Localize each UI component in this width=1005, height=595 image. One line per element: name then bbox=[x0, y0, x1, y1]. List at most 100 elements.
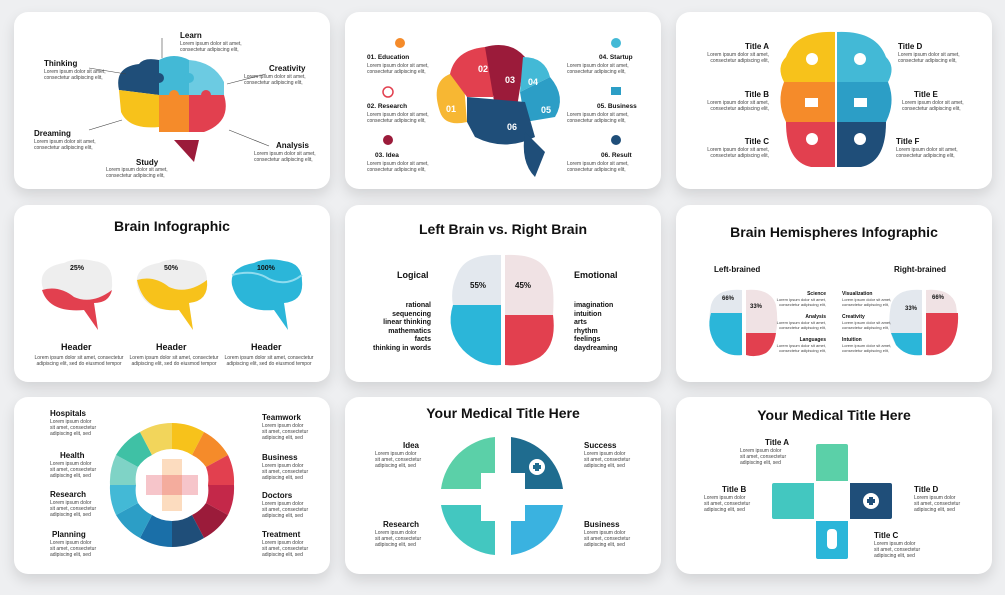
topic-creativity: Creativity bbox=[842, 314, 865, 320]
brain-num-04: 04 bbox=[528, 77, 539, 87]
lorem-line: Lorem ipsum dolor bbox=[50, 540, 92, 546]
left-list-item: thinking in words bbox=[373, 344, 431, 352]
lorem-line: Lorem ipsum dolor bbox=[50, 461, 92, 467]
lorem-line: adipiscing elit, sed do eiusmod tempor bbox=[226, 361, 312, 367]
lorem-line: Lorem ipsum dolor bbox=[262, 423, 304, 429]
card9-title: Your Medical Title Here bbox=[757, 407, 911, 423]
desc-idea: Lorem ipsum dolor sit amet, consectetur a… bbox=[367, 161, 429, 173]
desc-learn: Lorem ipsum dolor sit amet, consectetur a… bbox=[180, 41, 242, 53]
slide-brain-infographic[interactable]: Brain Infographic 25% 50% 100% Header He… bbox=[14, 205, 330, 382]
desc-creativity: Lorem ipsum dolor sit amet, consectetur a… bbox=[842, 320, 891, 330]
right-list: imagination intuition arts rhythm feelin… bbox=[574, 302, 618, 353]
desc-business-2: Lorem ipsum dolor sit amet, consectetur ad… bbox=[584, 530, 630, 548]
lorem-line: consectetur adipiscing elit, bbox=[44, 75, 103, 81]
desc-visualization: Lorem ipsum dolor sit amet, consectetur a… bbox=[842, 297, 891, 307]
cross-title-b: Title B bbox=[722, 485, 747, 494]
topic-analysis: Analysis bbox=[805, 314, 826, 320]
lorem-line: Lorem ipsum dolor sit amet, bbox=[367, 112, 429, 118]
left-list-item: rational bbox=[405, 302, 431, 309]
left-list-item: linear thinking bbox=[383, 319, 431, 326]
brain-desc-2: Lorem ipsum dolor sit amet, consectetur a… bbox=[129, 355, 219, 367]
left-brained-label: Left-brained bbox=[714, 265, 761, 274]
lorem-line: Lorem ipsum dolor bbox=[584, 451, 626, 457]
slide-titles-brain[interactable]: Title A Lorem ipsum dolor sit amet, conse… bbox=[676, 12, 992, 189]
desc-science: Lorem ipsum dolor sit amet, consectetur a… bbox=[776, 297, 826, 307]
lorem-line: Lorem ipsum dolor sit amet, bbox=[707, 147, 769, 153]
brain-num-02: 02 bbox=[478, 64, 489, 74]
brain-desc-1: Lorem ipsum dolor sit amet, consectetur a… bbox=[34, 355, 124, 367]
brain-header-2: Header bbox=[156, 342, 187, 352]
lorem-line: Lorem ipsum dolor sit amet, bbox=[842, 343, 892, 348]
lorem-line: adipiscing elit, sed bbox=[874, 553, 915, 559]
lorem-line: adipiscing elit, sed bbox=[50, 431, 91, 437]
item-business: 05. Business bbox=[597, 103, 637, 110]
desc-title-d: Lorem ipsum dolor sit amet, consectetur a… bbox=[898, 52, 960, 64]
lorem-line: Lorem ipsum dolor sit amet, bbox=[842, 320, 892, 325]
label-health: Health bbox=[60, 451, 85, 460]
lorem-line: adipiscing elit, sed do eiusmod tempor bbox=[36, 361, 122, 367]
lorem-line: consectetur adipiscing elit, bbox=[710, 58, 769, 64]
lorem-line: adipiscing elit, sed bbox=[914, 507, 955, 513]
item-idea: 03. Idea bbox=[375, 152, 399, 159]
lorem-line: Lorem ipsum dolor bbox=[375, 451, 417, 457]
lorem-line: Lorem ipsum dolor sit amet, bbox=[902, 100, 964, 106]
lorem-line: Lorem ipsum dolor sit amet, consectetur bbox=[224, 355, 314, 361]
lorem-line: adipiscing elit, sed bbox=[375, 542, 416, 548]
lorem-line: adipiscing elit, sed bbox=[262, 475, 303, 481]
lorem-line: sit amet, consectetur bbox=[375, 536, 422, 542]
left-pct-2: 33% bbox=[750, 304, 763, 310]
desc-dreaming: Lorem ipsum dolor sit amet, consectetur a… bbox=[34, 139, 96, 151]
slide-puzzle-brain[interactable]: Learn Lorem ipsum dolor sit amet, consect… bbox=[14, 12, 330, 189]
cross-title-d: Title D bbox=[914, 485, 939, 494]
hemispheres-graphic bbox=[709, 289, 959, 357]
lorem-line: Lorem ipsum dolor sit amet, bbox=[842, 297, 892, 302]
label-dreaming: Dreaming bbox=[34, 129, 71, 138]
brain-header-3: Header bbox=[251, 342, 282, 352]
left-pct-1: 66% bbox=[722, 296, 735, 302]
label-hospitals: Hospitals bbox=[50, 409, 87, 418]
slide-medical-cross-titles[interactable]: Your Medical Title Here Title A Lorem ip… bbox=[676, 397, 992, 574]
desc-study: Lorem ipsum dolor sit amet, consectetur a… bbox=[106, 167, 168, 179]
lorem-line: consectetur adipiscing elit, bbox=[842, 348, 889, 353]
topic-intuition: Intuition bbox=[842, 337, 862, 343]
lorem-line: Lorem ipsum dolor sit amet, consectetur bbox=[129, 355, 219, 361]
lorem-line: sit amet, consectetur bbox=[375, 457, 422, 463]
brain-desc-3: Lorem ipsum dolor sit amet, consectetur a… bbox=[224, 355, 314, 367]
lorem-line: Lorem ipsum dolor bbox=[584, 530, 626, 536]
brain-pct-2: 50% bbox=[164, 265, 179, 272]
card4-title: Brain Infographic bbox=[114, 218, 230, 234]
lorem-line: sit amet, consectetur bbox=[50, 467, 97, 473]
lorem-line: sit amet, consectetur bbox=[50, 546, 97, 552]
title-e: Title E bbox=[914, 90, 938, 99]
brain-fill-graphics bbox=[41, 259, 303, 330]
left-list-item: sequencing bbox=[392, 310, 431, 318]
brain-num-03: 03 bbox=[505, 75, 516, 85]
card6-title: Brain Hemispheres Infographic bbox=[730, 224, 938, 240]
desc-business: Lorem ipsum dolor sit amet, consectetur a… bbox=[567, 112, 629, 124]
lorem-line: Lorem ipsum dolor sit amet, bbox=[567, 63, 629, 69]
cross-titles-graphic bbox=[772, 444, 892, 559]
label-learn: Learn bbox=[180, 31, 202, 40]
desc-title-b: Lorem ipsum dolor sit amet, consectetur a… bbox=[691, 100, 769, 112]
lorem-line: Lorem ipsum dolor bbox=[50, 419, 92, 425]
card8-title: Your Medical Title Here bbox=[426, 405, 580, 421]
lorem-line: Lorem ipsum dolor sit amet, bbox=[776, 297, 826, 302]
item-startup: 04. Startup bbox=[599, 54, 633, 61]
desc-health: Lorem ipsum dolor sit amet, consectetur ad… bbox=[50, 461, 96, 479]
slide-medical-circle[interactable]: Hospitals Lorem ipsum dolor sit amet, con… bbox=[14, 397, 330, 574]
desc-title-e: Lorem ipsum dolor sit amet, consectetur a… bbox=[902, 100, 964, 112]
lorem-line: consectetur adipiscing elit, bbox=[567, 118, 626, 124]
slide-medical-cross-circle[interactable]: Your Medical Title Here Idea Lorem ipsum… bbox=[345, 397, 661, 574]
slide-numbered-brain[interactable]: 01 02 03 04 05 06 01. Education Lorem ip… bbox=[345, 12, 661, 189]
left-list: rational sequencing linear thinking math… bbox=[355, 302, 431, 353]
desc-hospitals: Lorem ipsum dolor sit amet, consectetur ad… bbox=[50, 419, 96, 437]
slide-left-vs-right[interactable]: Left Brain vs. Right Brain Logical Emoti… bbox=[345, 205, 661, 382]
lorem-line: consectetur adipiscing elit, bbox=[842, 325, 889, 330]
lorem-line: Lorem ipsum dolor sit amet, consectetur bbox=[34, 355, 124, 361]
item-research: 02. Research bbox=[367, 103, 408, 110]
lorem-line: Lorem ipsum dolor bbox=[50, 500, 92, 506]
title-f: Title F bbox=[896, 137, 920, 146]
slide-hemispheres[interactable]: Brain Hemispheres Infographic Left-brain… bbox=[676, 205, 992, 382]
desc-thinking: Lorem ipsum dolor sit amet, consectetur a… bbox=[44, 69, 106, 81]
lorem-line: sit amet, consectetur bbox=[50, 506, 97, 512]
